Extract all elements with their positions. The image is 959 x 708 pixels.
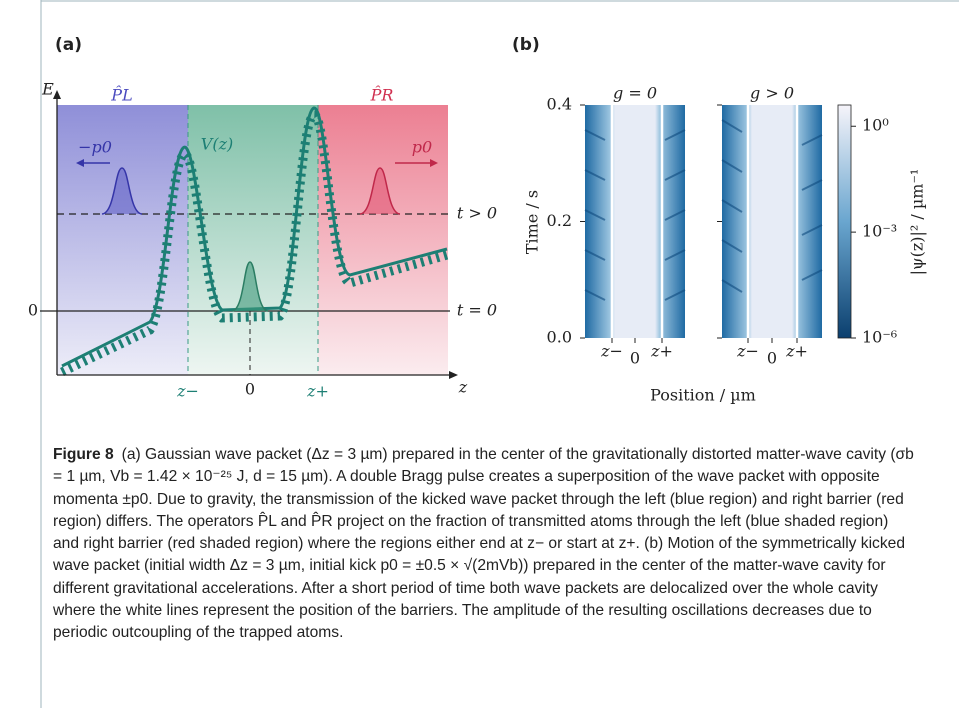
colorbar-tick-label: 10⁻³ bbox=[862, 222, 897, 241]
x-tick-label: 0 bbox=[630, 349, 640, 368]
x-tick-label: 0 bbox=[767, 349, 777, 368]
potential-curve bbox=[61, 106, 448, 368]
potential-label: V(z) bbox=[201, 135, 233, 154]
right-arrow-head bbox=[430, 159, 438, 167]
colorbar-tick-label: 10⁻⁶ bbox=[862, 328, 897, 347]
x-tick-label: z+ bbox=[785, 342, 808, 361]
caption: Figure 8 (a) Gaussian wave packet (Δz = 3… bbox=[53, 444, 915, 645]
center-packet bbox=[231, 261, 269, 312]
z-arrow bbox=[449, 371, 458, 379]
caption-text: (a) Gaussian wave packet (Δz = 3 µm) pre… bbox=[53, 446, 914, 642]
z-minus-label: z− bbox=[176, 382, 199, 401]
left-packet bbox=[101, 167, 143, 215]
colorbar bbox=[837, 104, 852, 339]
z-plus-label: z+ bbox=[306, 382, 329, 401]
heatmap bbox=[585, 105, 685, 338]
colorbar-label: |ψ(z)|² / µm⁻¹ bbox=[908, 169, 927, 276]
e-arrow bbox=[53, 90, 61, 99]
y-tick-label: 0.2 bbox=[547, 211, 572, 230]
heatmap-left bbox=[584, 105, 686, 338]
p-right-label: P̂R bbox=[370, 86, 394, 105]
z-zero-label: 0 bbox=[245, 380, 255, 399]
e-label: E bbox=[41, 80, 54, 99]
heatmap-stripes bbox=[721, 119, 823, 293]
z-label: z bbox=[458, 378, 468, 397]
t-zero-label: t = 0 bbox=[457, 301, 497, 320]
minus-p0-label: −p0 bbox=[78, 138, 112, 157]
panel-label: (b) bbox=[512, 35, 540, 55]
t-pos-label: t > 0 bbox=[457, 204, 497, 223]
right-packet bbox=[359, 167, 401, 215]
figure-number: Figure 8 bbox=[53, 446, 114, 463]
heatmap-stripes bbox=[584, 129, 686, 301]
y-axis-label: Time / s bbox=[523, 190, 542, 254]
heatmap-right bbox=[721, 105, 823, 338]
panel-label: (a) bbox=[55, 35, 82, 55]
e-zero-label: 0 bbox=[28, 301, 38, 320]
x-tick-label: z− bbox=[736, 342, 759, 361]
heatmap-title: g > 0 bbox=[750, 84, 794, 103]
p-left-label: P̂L bbox=[110, 86, 132, 105]
x-axis-label: Position / µm bbox=[650, 386, 756, 405]
heatmap-title: g = 0 bbox=[613, 84, 657, 103]
colorbar-tick-label: 10⁰ bbox=[862, 116, 889, 135]
p0-label: p0 bbox=[412, 138, 432, 157]
x-tick-label: z− bbox=[600, 342, 623, 361]
left-arrow-head bbox=[76, 159, 84, 167]
x-tick-label: z+ bbox=[650, 342, 673, 361]
y-tick-label: 0.4 bbox=[547, 95, 572, 114]
y-tick-label: 0.0 bbox=[547, 328, 572, 347]
heatmap bbox=[722, 105, 822, 338]
